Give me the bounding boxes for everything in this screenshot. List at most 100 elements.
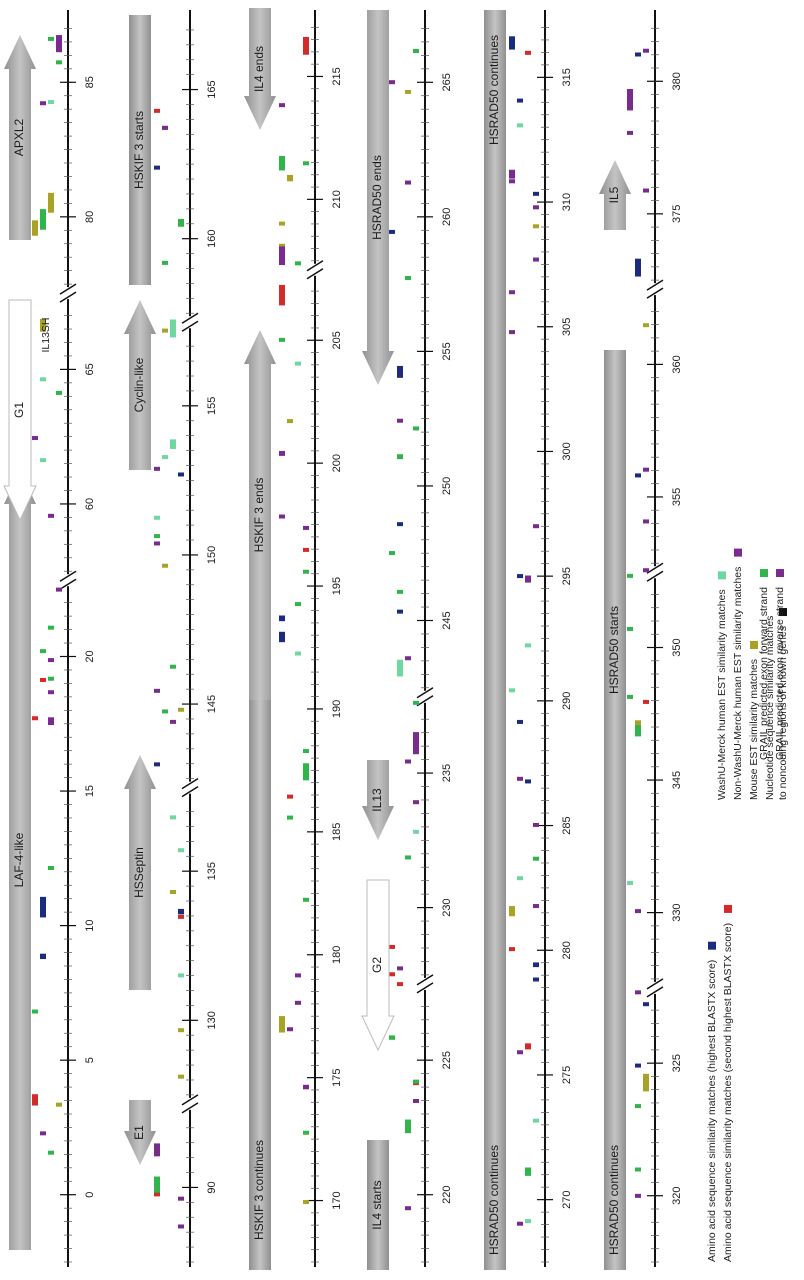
axis-break [646, 570, 664, 582]
hit-mark [413, 1079, 419, 1084]
track [599, 10, 664, 1270]
tick-label: 380 [671, 72, 683, 90]
legend-swatch [779, 608, 787, 617]
tick-label: 290 [561, 692, 573, 710]
tick-label: 215 [331, 67, 343, 85]
hit-mark [635, 473, 641, 478]
hit-mark [40, 1131, 46, 1136]
tick-label: 10 [84, 919, 96, 931]
hit-mark [627, 626, 633, 631]
hit-mark [405, 855, 411, 860]
gene-arrow [244, 330, 276, 700]
hit-mark [40, 677, 46, 682]
axis-break [306, 268, 324, 280]
legend-swatch [724, 904, 732, 913]
tick-label: 5 [84, 1057, 96, 1063]
hit-mark [48, 690, 54, 695]
legend-swatch [760, 569, 768, 578]
hit-mark [413, 49, 419, 54]
hit-mark [525, 575, 531, 583]
hit-mark [533, 257, 539, 262]
axis-break-gap [651, 283, 659, 296]
gene-label: HSKIF 3 starts [132, 111, 146, 189]
axis-break [59, 578, 77, 590]
tick-label: 160 [206, 230, 218, 248]
hit-mark [154, 165, 160, 170]
hit-mark [413, 829, 419, 834]
hit-mark [162, 709, 168, 714]
hit-mark [627, 130, 633, 135]
hit-mark [287, 419, 293, 424]
hit-mark [287, 174, 293, 182]
hit-mark [303, 1130, 309, 1135]
axis-break-gap [311, 263, 319, 276]
hit-mark [295, 973, 301, 978]
hit-mark [533, 1118, 539, 1123]
hit-mark [533, 962, 539, 968]
hit-mark [178, 914, 184, 919]
hit-mark [295, 1000, 301, 1005]
hit-mark [162, 260, 168, 265]
hit-mark [405, 1206, 411, 1211]
hit-mark [397, 659, 403, 677]
hit-mark [154, 515, 160, 520]
hit-mark [40, 318, 46, 332]
hit-mark [525, 1219, 531, 1224]
hit-mark [643, 1073, 649, 1092]
hit-mark [154, 534, 160, 539]
hit-mark [413, 732, 419, 737]
hit-mark [405, 1119, 411, 1134]
hit-mark [154, 108, 160, 113]
hit-mark [517, 123, 523, 128]
legend-text: Non-WashU-Merck human EST similarity mat… [732, 567, 744, 800]
hit-mark [643, 568, 649, 573]
hit-mark [389, 229, 395, 234]
hit-mark [279, 221, 285, 226]
axis-break [646, 986, 664, 998]
hit-mark [509, 36, 515, 50]
hit-mark [287, 815, 293, 820]
tick-label: 375 [671, 205, 683, 223]
gene-bar [129, 15, 151, 285]
hit-mark [635, 1063, 641, 1068]
hit-mark [295, 261, 301, 266]
hit-mark [279, 450, 285, 456]
hit-mark [170, 815, 176, 820]
hit-mark [154, 688, 160, 693]
hit-mark [40, 209, 46, 230]
axis-break-gap [421, 690, 429, 703]
axis-break-gap [64, 287, 72, 300]
tick-label: 190 [331, 700, 343, 718]
hit-mark [170, 719, 176, 724]
hit-mark [178, 973, 184, 978]
tick-label: 360 [671, 355, 683, 373]
hit-mark [170, 439, 176, 449]
track [484, 10, 553, 1270]
hit-mark [295, 651, 301, 656]
hit-mark [643, 48, 649, 53]
hit-mark [162, 125, 168, 130]
hit-mark [178, 218, 184, 227]
tick-label: 245 [441, 611, 453, 629]
tick-label: 155 [206, 397, 218, 415]
axis-break [181, 777, 199, 790]
hit-mark [154, 1176, 160, 1193]
tick-label: 180 [331, 946, 343, 964]
tick-label: 145 [206, 695, 218, 713]
tick-label: 320 [671, 1187, 683, 1205]
hit-mark [279, 243, 285, 248]
hit-mark [40, 953, 46, 960]
legend-text: Amino acid sequence similarity matches (… [706, 960, 718, 1262]
hit-mark [279, 631, 285, 643]
hit-mark [303, 161, 309, 166]
legend-text: Mouse EST similarity matches [748, 659, 760, 800]
gene-arrow [362, 10, 394, 385]
tick-label: 345 [671, 771, 683, 789]
legend-swatch [708, 941, 716, 950]
hit-mark [178, 472, 184, 477]
gene-arrow [244, 8, 276, 130]
hit-mark [287, 1027, 293, 1032]
axis-break-gap [421, 977, 429, 990]
hit-mark [413, 1099, 419, 1104]
tick-label: 325 [671, 1054, 683, 1072]
